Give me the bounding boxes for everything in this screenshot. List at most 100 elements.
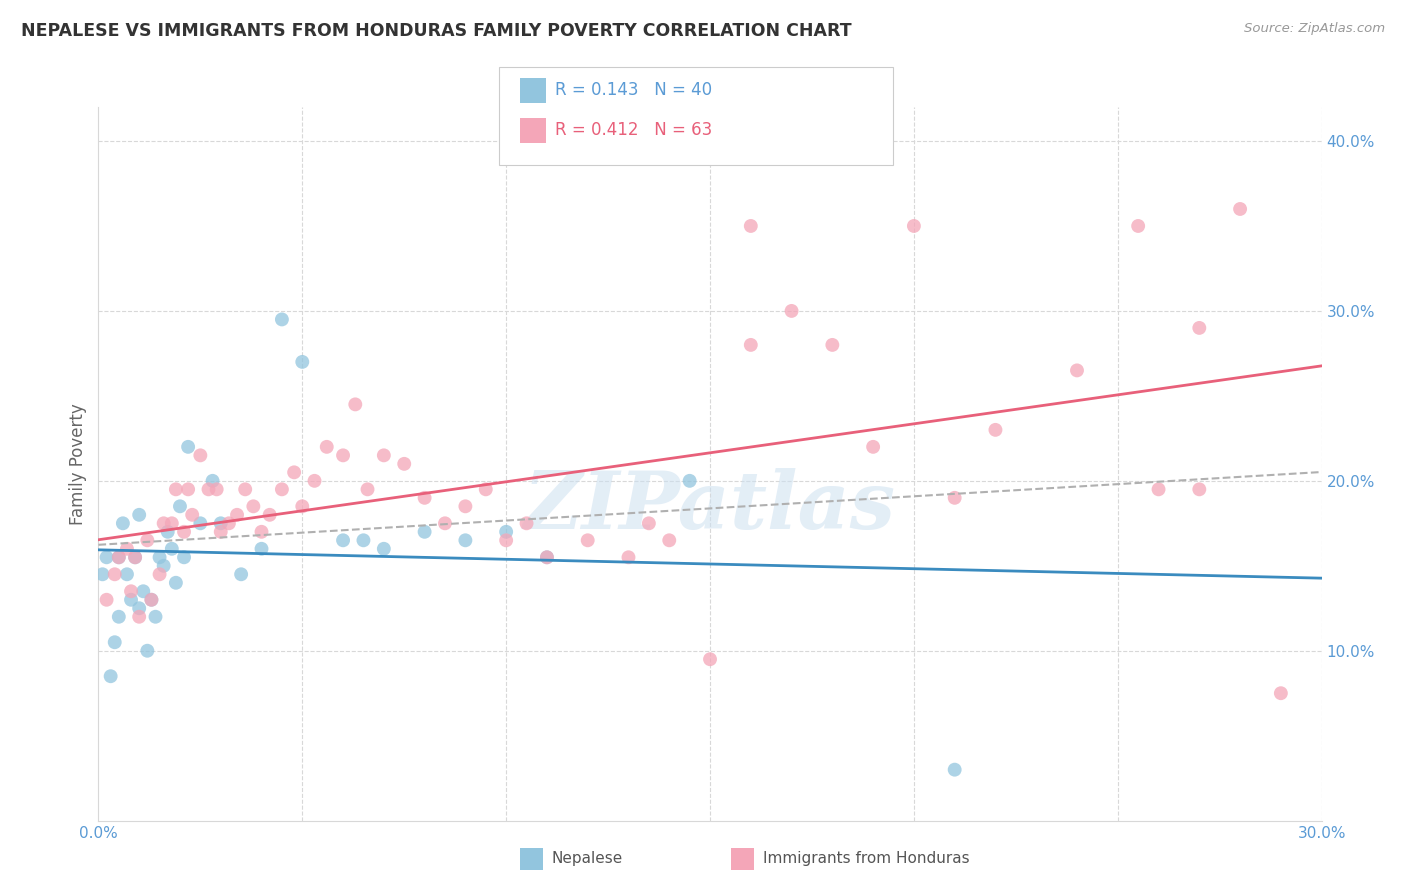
Point (740, 338, 762, 352)
Point (115, 567, 138, 582)
Point (1066, 363, 1088, 377)
Point (454, 500, 477, 514)
Point (1188, 321, 1211, 335)
Point (188, 516, 212, 531)
Point (177, 483, 200, 497)
Point (156, 524, 179, 539)
Text: Nepalese: Nepalese (551, 852, 623, 866)
Text: NEPALESE VS IMMIGRANTS FROM HONDURAS FAMILY POVERTY CORRELATION CHART: NEPALESE VS IMMIGRANTS FROM HONDURAS FAM… (21, 22, 852, 40)
Point (152, 516, 174, 531)
Point (233, 483, 256, 497)
Point (149, 550, 172, 565)
Text: Source: ZipAtlas.com: Source: ZipAtlas.com (1244, 22, 1385, 36)
Point (242, 500, 264, 514)
Point (413, 491, 436, 505)
Point (536, 550, 558, 565)
Point (201, 474, 224, 488)
Point (209, 524, 232, 539)
Point (291, 500, 314, 514)
Point (205, 483, 228, 497)
Y-axis label: Family Poverty: Family Poverty (69, 403, 87, 524)
Point (516, 516, 538, 531)
Text: R = 0.143   N = 40: R = 0.143 N = 40 (555, 81, 713, 99)
Point (495, 533, 517, 548)
Point (617, 550, 640, 565)
Point (679, 474, 702, 488)
Point (181, 508, 204, 522)
Point (160, 541, 183, 556)
Point (434, 516, 457, 531)
Point (177, 440, 200, 454)
Point (128, 508, 150, 522)
Text: Immigrants from Honduras: Immigrants from Honduras (763, 852, 970, 866)
Point (226, 508, 249, 522)
Point (943, 763, 966, 777)
Point (332, 533, 354, 548)
Point (250, 541, 273, 556)
Point (392, 457, 416, 471)
Point (104, 635, 127, 649)
Point (188, 448, 212, 462)
Point (111, 516, 134, 531)
Point (304, 474, 326, 488)
Point (344, 397, 367, 411)
Point (124, 550, 146, 565)
Point (209, 516, 232, 531)
Point (108, 550, 131, 565)
Point (91, 567, 114, 582)
Point (128, 601, 150, 615)
Point (259, 508, 281, 522)
Point (638, 516, 661, 531)
Point (96, 550, 118, 565)
Point (96, 592, 118, 607)
Point (1128, 219, 1150, 233)
Point (1188, 483, 1211, 497)
Point (141, 592, 163, 607)
Point (115, 541, 138, 556)
Point (283, 466, 305, 480)
Point (132, 584, 155, 599)
Point (356, 483, 378, 497)
Point (740, 219, 762, 233)
Point (120, 592, 142, 607)
Point (270, 483, 294, 497)
Point (291, 355, 314, 369)
Point (821, 338, 844, 352)
Point (1270, 686, 1292, 700)
Point (136, 533, 159, 548)
Point (124, 550, 146, 565)
Text: ZIPatlas: ZIPatlas (524, 468, 896, 545)
Point (373, 541, 395, 556)
Point (141, 592, 163, 607)
Point (120, 584, 142, 599)
Point (373, 448, 395, 462)
Point (536, 550, 558, 565)
Point (108, 609, 131, 624)
Point (165, 483, 187, 497)
Point (413, 524, 436, 539)
Point (903, 219, 925, 233)
Point (270, 312, 294, 326)
Point (862, 440, 884, 454)
Point (218, 516, 240, 531)
Point (100, 669, 122, 683)
Point (128, 609, 150, 624)
Point (474, 483, 498, 497)
Point (169, 500, 191, 514)
Point (699, 652, 721, 666)
Point (250, 524, 273, 539)
Point (197, 483, 219, 497)
Point (173, 524, 195, 539)
Point (165, 575, 187, 590)
Point (1229, 202, 1251, 216)
Point (1147, 483, 1170, 497)
Point (173, 550, 195, 565)
Point (145, 609, 167, 624)
Point (332, 448, 354, 462)
Point (352, 533, 374, 548)
Point (658, 533, 681, 548)
Point (454, 533, 477, 548)
Point (315, 440, 337, 454)
Point (943, 491, 966, 505)
Point (984, 423, 1007, 437)
